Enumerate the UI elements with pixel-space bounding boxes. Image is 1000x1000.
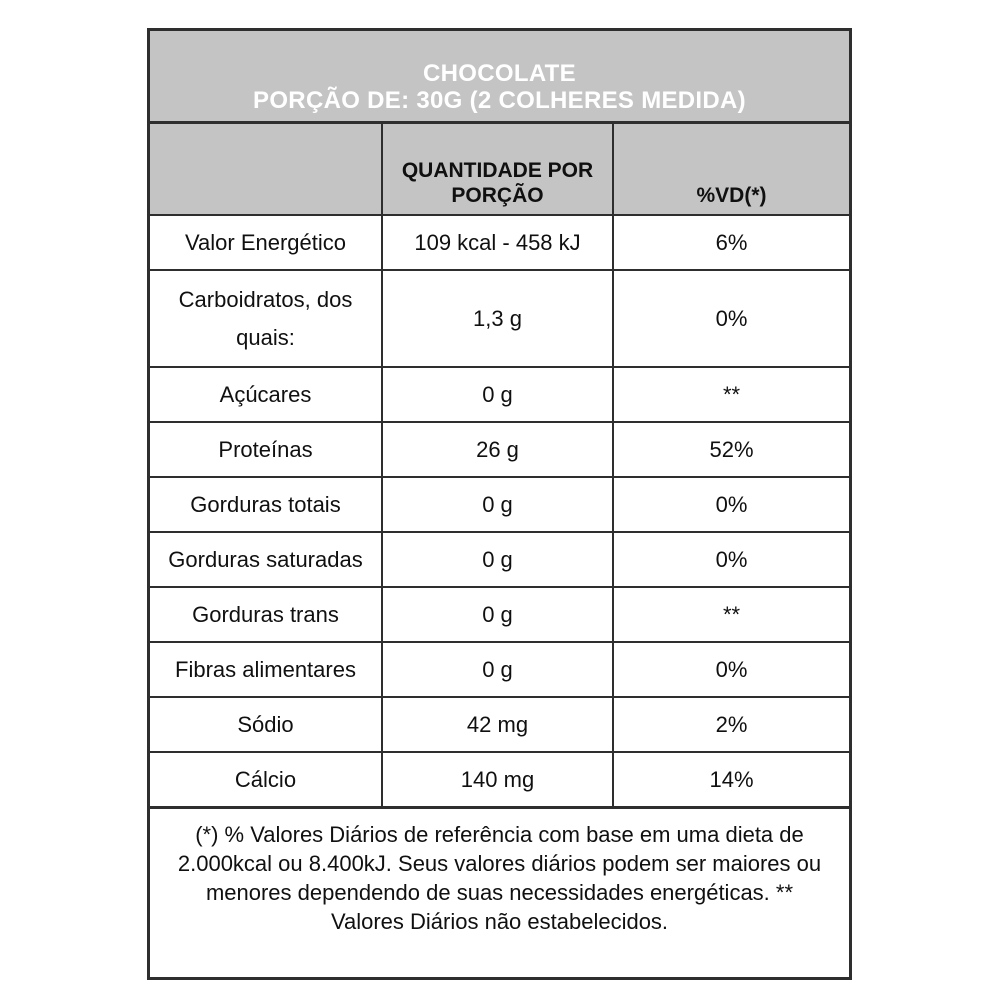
row-gorduras-trans: Gorduras trans 0 g ** — [150, 586, 849, 641]
nutrient-vd: ** — [612, 368, 849, 421]
nutrient-label: Gorduras saturadas — [168, 546, 363, 572]
nutrient-label: Gorduras trans — [192, 601, 339, 627]
nutrient-vd: 0% — [612, 643, 849, 696]
nutrient-label: Carboidratos, dos quais: — [178, 286, 353, 350]
nutrient-label: Cálcio — [234, 766, 297, 792]
nutrient-quantity: 0 g — [381, 478, 612, 531]
row-sodio: Sódio 42 mg 2% — [150, 696, 849, 751]
nutrient-label: Proteínas — [218, 436, 313, 462]
nutrient-quantity: 0 g — [381, 533, 612, 586]
nutrient-quantity: 0 g — [381, 643, 612, 696]
row-acucares: Açúcares 0 g ** — [150, 366, 849, 421]
product-title-band: CHOCOLATE PORÇÃO DE: 30G (2 COLHERES MED… — [150, 31, 849, 121]
row-gorduras-totais: Gorduras totais 0 g 0% — [150, 476, 849, 531]
nutrient-quantity: 140 mg — [381, 753, 612, 806]
row-fibras-alimentares: Fibras alimentares 0 g 0% — [150, 641, 849, 696]
nutrient-vd: 2% — [612, 698, 849, 751]
nutrient-label: Gorduras totais — [190, 491, 341, 517]
row-carboidratos: Carboidratos, dos quais: 1,3 g 0% — [150, 269, 849, 366]
nutrient-quantity: 42 mg — [381, 698, 612, 751]
row-proteinas: Proteínas 26 g 52% — [150, 421, 849, 476]
nutrient-quantity: 0 g — [381, 588, 612, 641]
nutrient-vd: 0% — [612, 271, 849, 366]
row-gorduras-saturadas: Gorduras saturadas 0 g 0% — [150, 531, 849, 586]
nutrient-quantity: 109 kcal - 458 kJ — [381, 216, 612, 269]
nutrient-vd: ** — [612, 588, 849, 641]
header-quantity: QUANTIDADE POR PORÇÃO — [381, 124, 612, 214]
header-empty-cell — [150, 124, 381, 214]
nutrient-vd: 52% — [612, 423, 849, 476]
nutrient-label: Fibras alimentares — [175, 656, 356, 682]
nutrient-vd: 14% — [612, 753, 849, 806]
nutrient-label: Valor Energético — [184, 229, 346, 255]
serving-size-text: PORÇÃO DE: 30G (2 COLHERES MEDIDA) — [253, 87, 746, 114]
row-calcio: Cálcio 140 mg 14% — [150, 751, 849, 806]
product-name: CHOCOLATE — [423, 60, 576, 87]
nutrient-label: Sódio — [237, 711, 294, 737]
nutrient-vd: 6% — [612, 216, 849, 269]
nutrient-vd: 0% — [612, 533, 849, 586]
header-vd: %VD(*) — [612, 124, 849, 214]
nutrient-quantity: 26 g — [381, 423, 612, 476]
row-valor-energetico: Valor Energético 109 kcal - 458 kJ 6% — [150, 214, 849, 269]
nutrient-quantity: 0 g — [381, 368, 612, 421]
nutrition-facts-table: CHOCOLATE PORÇÃO DE: 30G (2 COLHERES MED… — [147, 28, 852, 980]
daily-values-footnote: (*) % Valores Diários de referência com … — [150, 806, 849, 977]
nutrient-vd: 0% — [612, 478, 849, 531]
table-header-row: QUANTIDADE POR PORÇÃO %VD(*) — [150, 121, 849, 214]
nutrient-label: Açúcares — [219, 381, 312, 407]
nutrient-quantity: 1,3 g — [381, 271, 612, 366]
